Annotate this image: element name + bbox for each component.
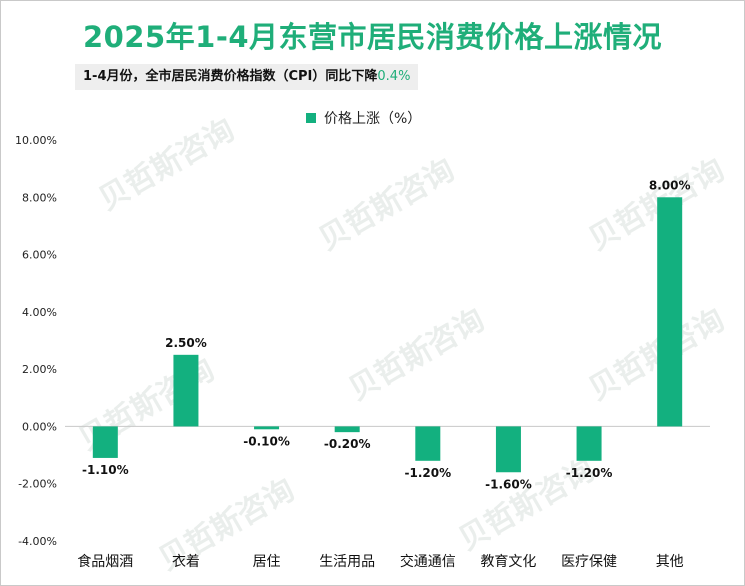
x-tick-label: 居住 <box>253 554 281 570</box>
bar <box>415 426 441 461</box>
subtitle-text: 1-4月份，全市居民消费价格指数（CPI）同比下降 <box>83 69 378 84</box>
x-tick-label: 教育文化 <box>480 554 536 570</box>
data-label: -1.20% <box>405 466 452 480</box>
data-label: -1.20% <box>566 466 613 480</box>
chart-legend: 价格上涨（%） <box>306 108 421 128</box>
bar <box>576 426 602 461</box>
y-tick-label: 6.00% <box>22 249 57 262</box>
x-tick-label: 衣着 <box>172 554 200 570</box>
x-tick-label: 医疗保健 <box>561 554 617 570</box>
chart-subtitle: 1-4月份，全市居民消费价格指数（CPI）同比下降0.4% <box>75 64 419 90</box>
legend-label: 价格上涨（%） <box>324 111 422 127</box>
bar <box>254 426 280 430</box>
bar <box>92 426 118 458</box>
y-tick-label: 2.00% <box>22 363 57 376</box>
y-tick-label: 10.00% <box>15 134 57 147</box>
x-tick-label: 食品烟酒 <box>77 553 133 570</box>
data-label: -0.10% <box>243 434 290 448</box>
x-tick-label: 交通通信 <box>400 553 456 570</box>
y-tick-label: 4.00% <box>22 306 57 319</box>
bar <box>657 197 683 427</box>
data-label: 8.00% <box>649 178 691 192</box>
data-label: -1.60% <box>485 477 532 491</box>
x-tick-label: 生活用品 <box>319 554 375 570</box>
y-tick-label: 0.00% <box>22 420 57 433</box>
data-label: 2.50% <box>165 336 207 350</box>
subtitle-highlight: 0.4% <box>377 69 411 84</box>
chart-title: 2025年1-4月东营市居民消费价格上涨情况 <box>82 20 663 54</box>
y-tick-label: 8.00% <box>22 191 57 204</box>
bar <box>495 426 521 473</box>
bar <box>173 354 199 427</box>
y-tick-label: -4.00% <box>18 535 57 548</box>
data-label: -0.20% <box>324 437 371 451</box>
data-label: -1.10% <box>82 463 129 477</box>
bar <box>334 426 360 433</box>
legend-swatch <box>306 113 316 123</box>
x-tick-label: 其他 <box>656 554 684 570</box>
y-tick-label: -2.00% <box>18 478 57 491</box>
